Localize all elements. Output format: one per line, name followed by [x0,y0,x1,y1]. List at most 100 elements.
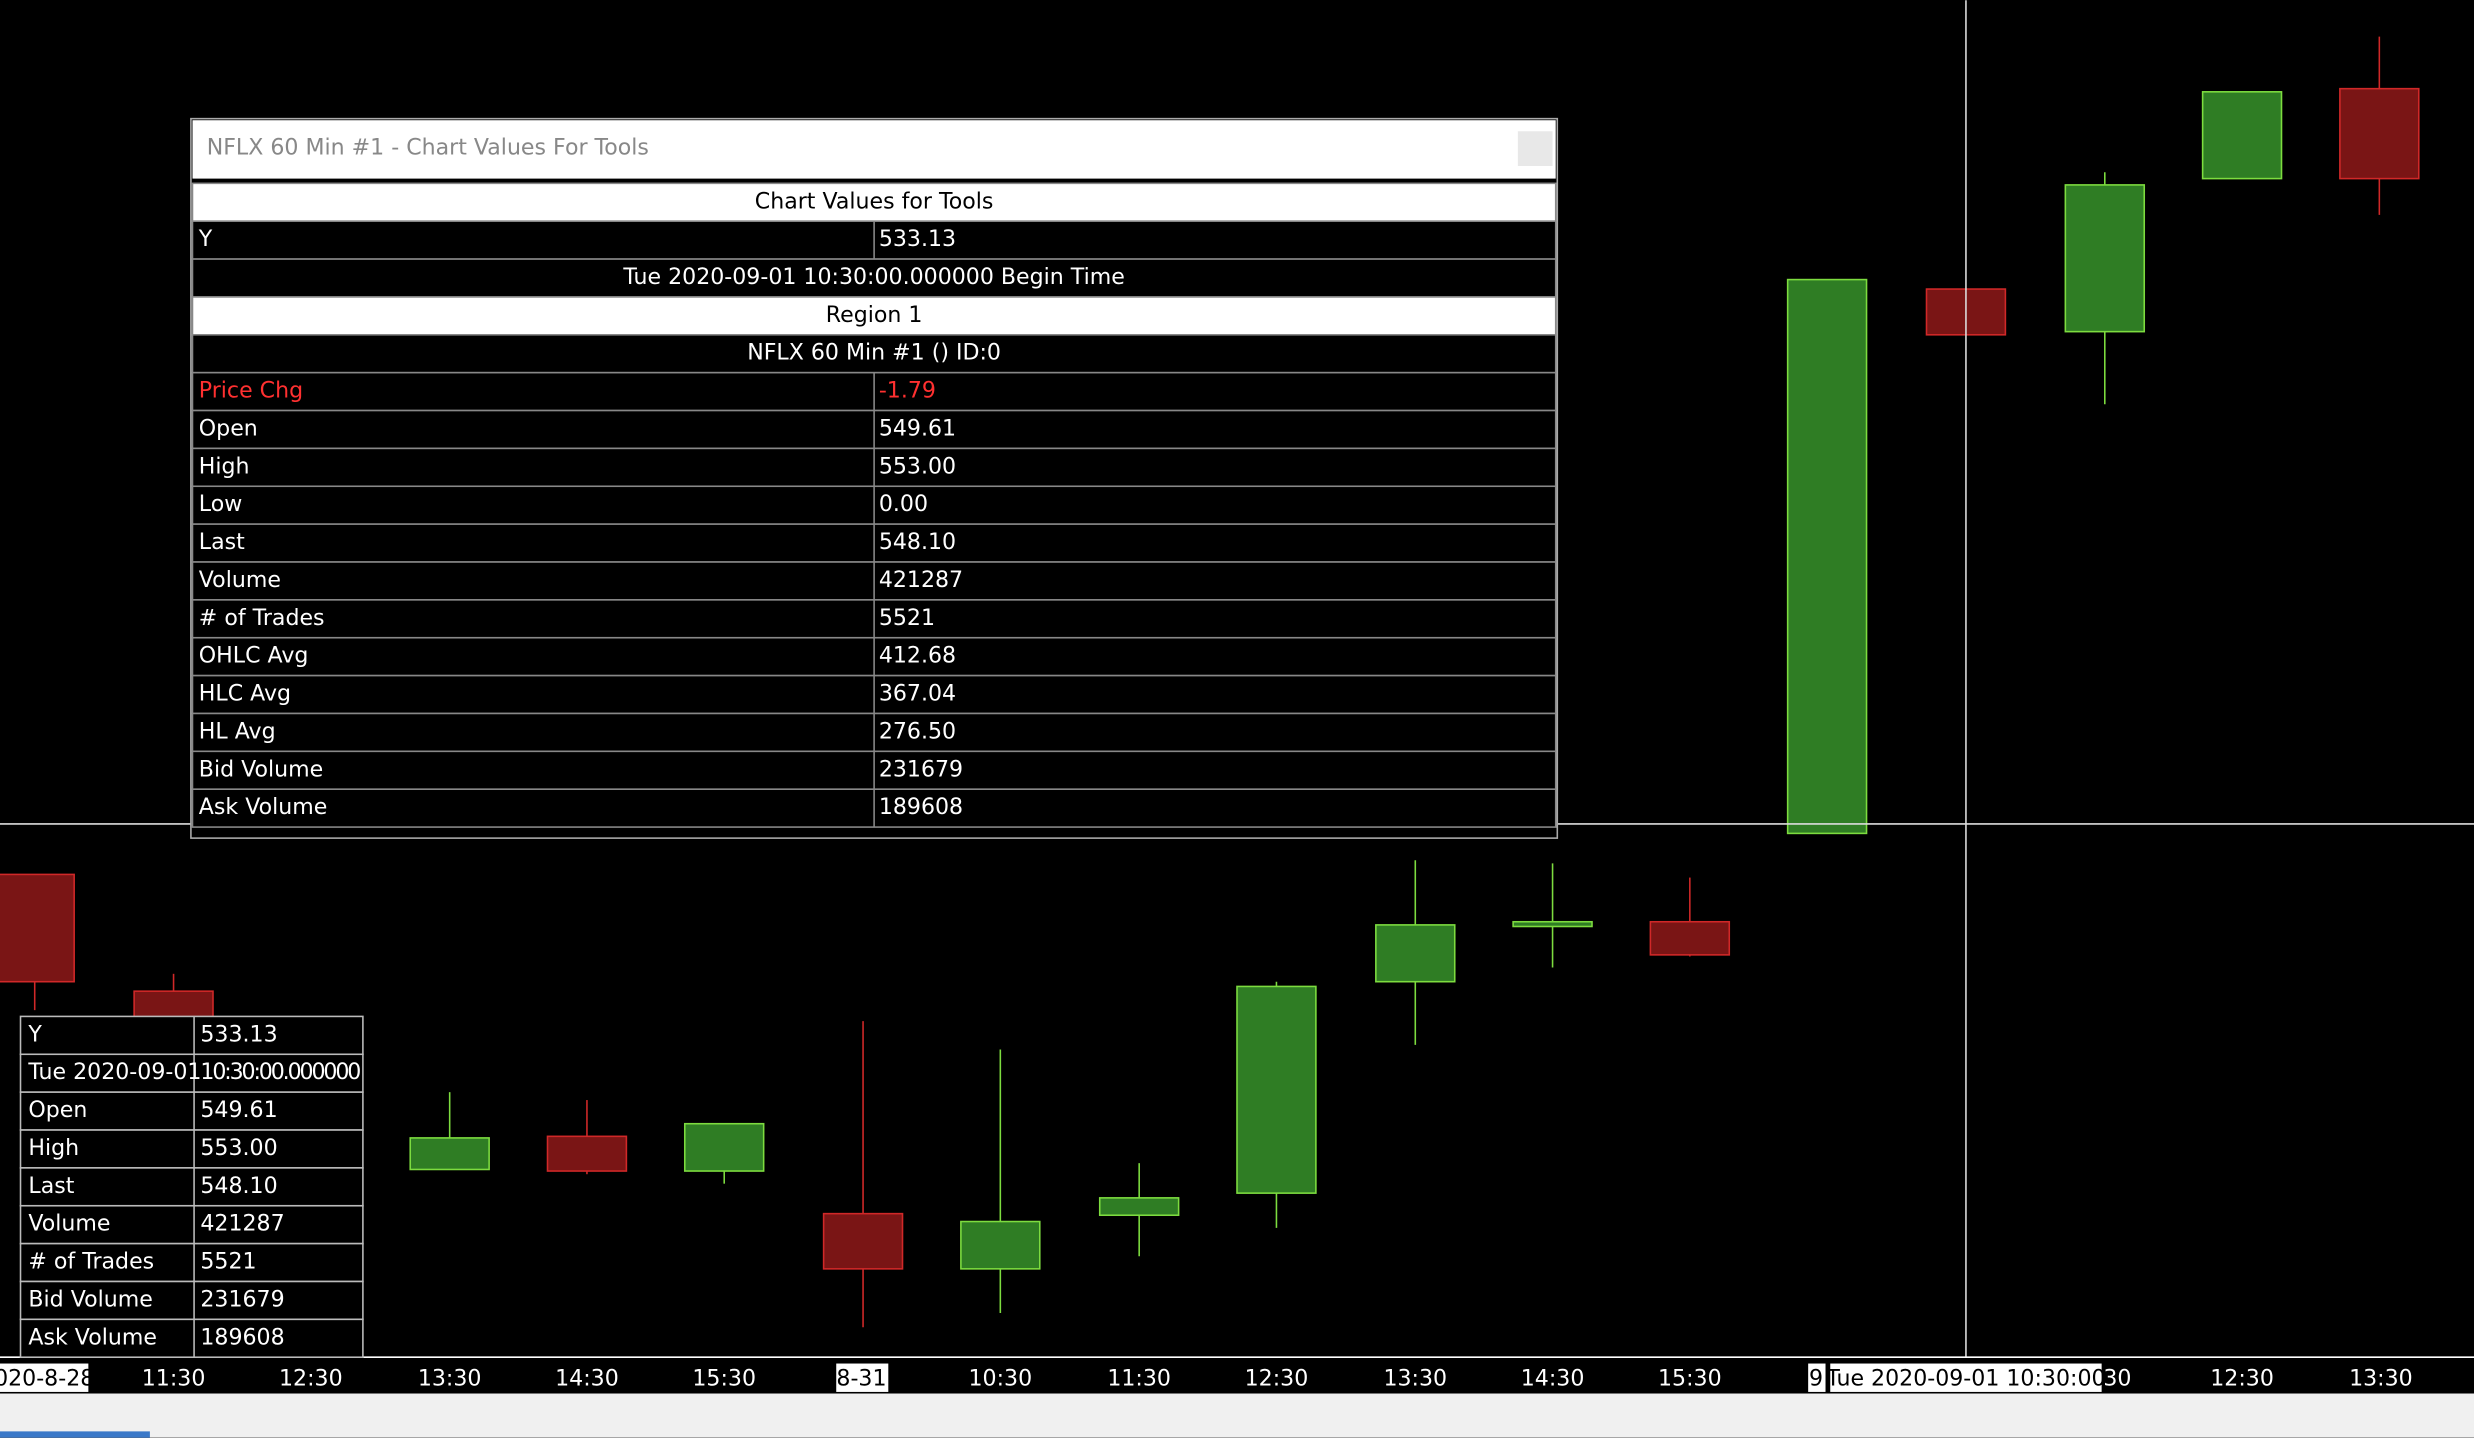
table-label: High [199,454,250,479]
crosshair-label-box [1830,1363,2102,1392]
candle-body [0,873,75,983]
x-tick-label: 13:30 [418,1366,482,1391]
x-axis: 020-8-28 11:30 12:30 13:30 14:30 15:30 8-31 10:… [0,1363,2413,1392]
mini-value: 231679 [200,1287,284,1312]
x-tick-label: 8-31 [836,1366,886,1391]
mini-row [19,1129,364,1169]
candles [0,36,2420,1328]
tab-indicator[interactable] [0,1431,150,1438]
candle-body [960,1220,1041,1270]
table-cell: NFLX 60 Min #1 () ID:0 [747,341,1001,366]
table-label: Last [199,530,245,555]
table-label: Volume [199,568,281,593]
x-tick-label: 11:30 [142,1366,206,1391]
x-tick-label: 30 [2103,1366,2131,1391]
mini-row [19,1204,364,1245]
x-label-box [0,1363,89,1392]
mini-label: Bid Volume [28,1287,152,1312]
mini-row [19,1318,364,1359]
chart-values-window[interactable]: NFLX 60 Min #1 - Chart Values For Tools … [190,117,1559,839]
candle-body [683,1122,765,1172]
table-row [191,296,1557,336]
mini-row [19,1053,364,1093]
candle-body [409,1137,490,1171]
table-row [191,182,1557,222]
status-bar [0,1393,2474,1438]
table-label: # of Trades [199,606,325,631]
x-tick-label: 9 [1809,1366,1823,1391]
mini-value: 548.10 [200,1174,277,1199]
candle-body [1649,920,1731,956]
table-value: 549.61 [879,416,956,441]
mini-label: Volume [28,1212,110,1237]
candle-body [1375,924,1456,983]
mini-row [19,1167,364,1207]
mini-value: 421287 [200,1212,284,1237]
table-value: 276.50 [879,719,956,744]
candle-body [546,1135,628,1172]
table-value: 231679 [879,757,963,782]
x-label-box [1808,1363,1826,1392]
mini-value: 549.61 [200,1098,277,1123]
candle-body [822,1212,904,1270]
table-label: HL Avg [199,719,276,744]
table-value: 0.00 [879,492,928,517]
x-tick-label: 10:30 [969,1366,1033,1391]
table-value: 533.13 [879,227,956,252]
table-row [191,258,1557,298]
mini-value: 5521 [200,1250,256,1275]
candle-body [133,990,214,1019]
mini-value: 553.00 [200,1136,277,1161]
x-tick-label: 15:30 [1658,1366,1722,1391]
crosshair-label: Tue 2020-09-01 10:30:00 [1825,1366,2105,1391]
mini-label: High [28,1136,79,1161]
candle-body [2339,87,2420,180]
x-tick-label: 13:30 [2349,1366,2413,1391]
table-label: OHLC Avg [199,644,309,669]
mini-value: 533.13 [200,1022,277,1047]
mini-row [19,1280,364,1321]
mini-value: 189608 [200,1325,284,1350]
x-tick-label: 13:30 [1383,1366,1447,1391]
table-value: 5521 [879,606,935,631]
window-title: NFLX 60 Min #1 - Chart Values For Tools [207,136,649,161]
x-tick-label: 11:30 [1107,1366,1171,1391]
table-value: 412.68 [879,644,956,669]
mini-value: 10:30:00.000000 [200,1060,361,1085]
mini-label: Ask Volume [28,1325,157,1350]
mini-label: Last [28,1174,74,1199]
table-label: Ask Volume [199,795,328,820]
table-label: HLC Avg [199,682,291,707]
title-bar [192,120,1556,179]
close-button[interactable] [1517,131,1553,166]
values-table: Chart Values for Tools Y 533.13 Tue 2020-09… [191,182,1557,828]
table-value: 553.00 [879,454,956,479]
mini-label: Y [27,1022,42,1047]
table-label: Open [199,416,258,441]
table-value: 548.10 [879,530,956,555]
x-tick-label: 14:30 [555,1366,619,1391]
candle-body [1512,920,1593,928]
table-label: Y [198,227,213,252]
table-cell: Region 1 [826,303,923,328]
mini-label: Tue 2020-09-01 [27,1060,201,1085]
x-tick-label: 12:30 [1245,1366,1309,1391]
table-label: Price Chg [199,379,303,404]
candle-body [2201,91,2283,180]
mini-row [19,1242,364,1283]
mini-row [19,1015,364,1056]
table-value: 421287 [879,568,963,593]
mini-label: Open [28,1098,87,1123]
table-label: Bid Volume [199,757,323,782]
mini-row [19,1091,364,1131]
x-tick-label: 15:30 [692,1366,756,1391]
table-cell: Tue 2020-09-01 10:30:00.000000 Begin Tim… [622,265,1124,290]
table-cell: Chart Values for Tools [755,189,994,214]
table-value: 189608 [879,795,963,820]
table-value: 367.04 [879,682,956,707]
candle-body [1098,1197,1180,1217]
candle-body [2064,184,2146,333]
x-tick-label: 12:30 [279,1366,343,1391]
